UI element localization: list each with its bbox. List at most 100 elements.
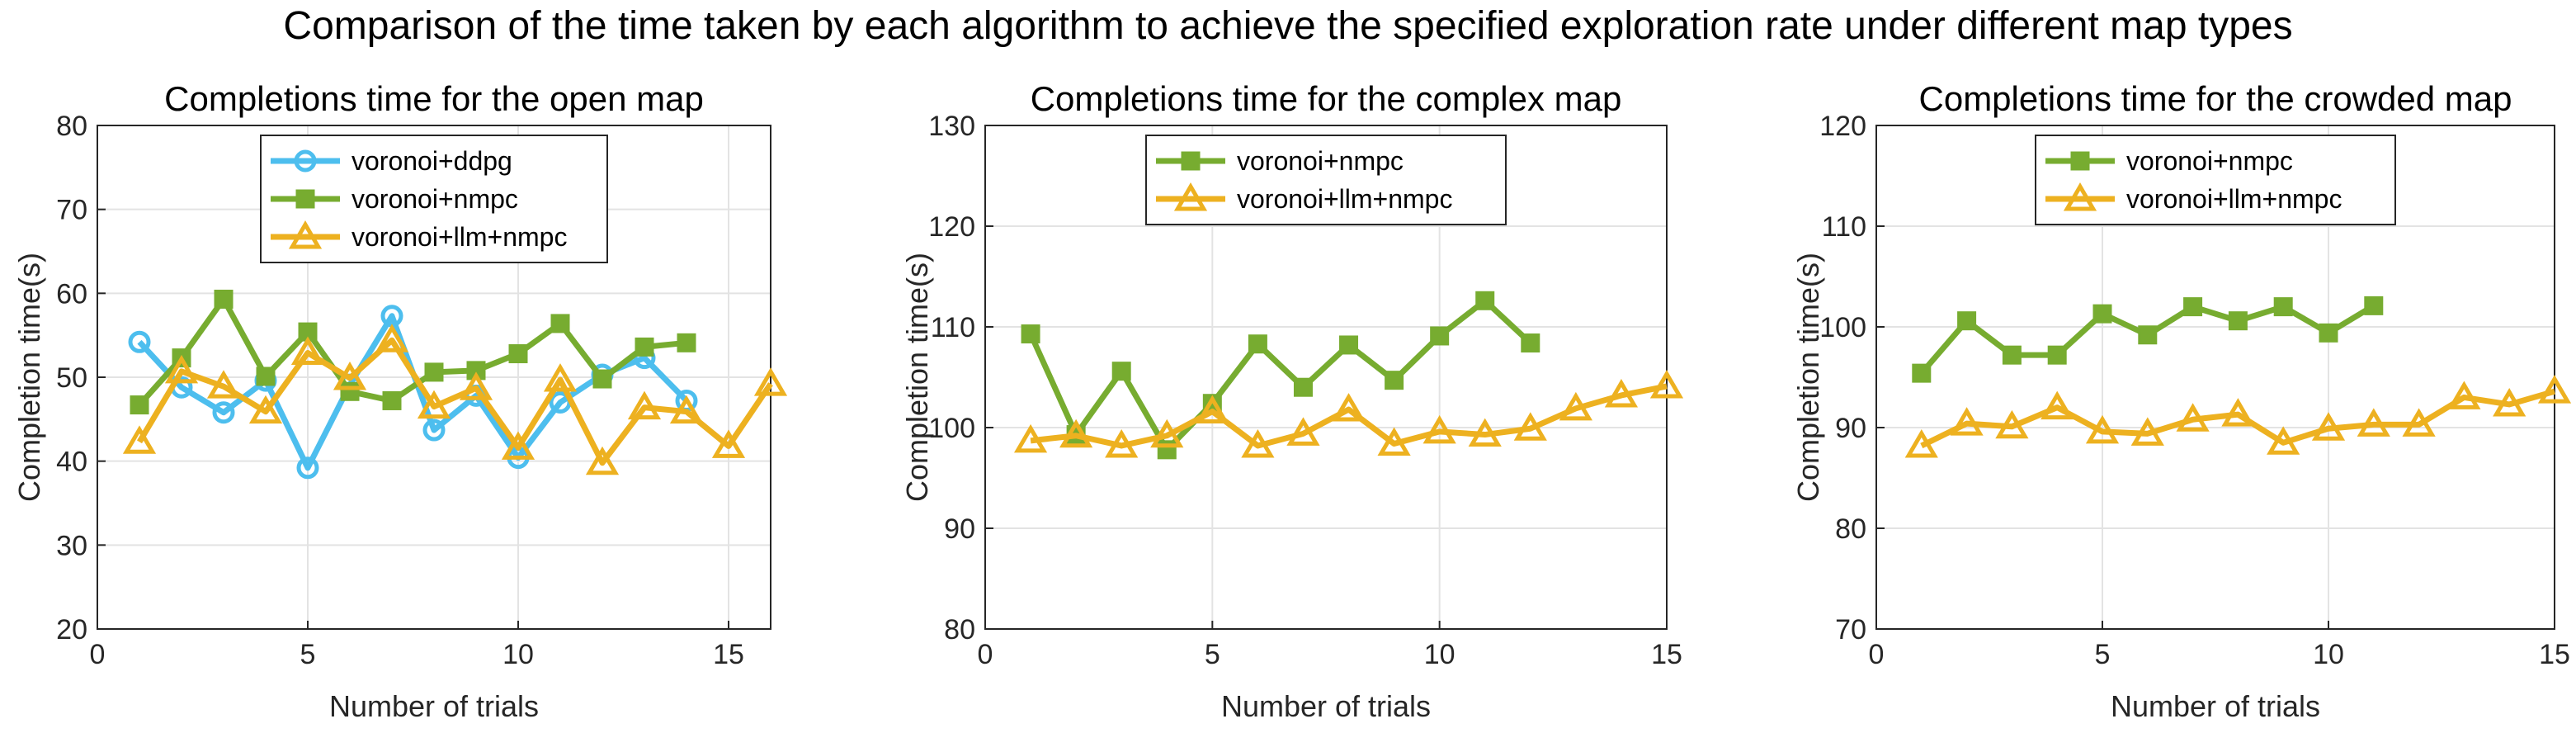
- data-point: [1196, 395, 1229, 423]
- y-tick-label: 80: [944, 614, 975, 646]
- data-point: [1111, 362, 1131, 381]
- series-voronoi+llm+nmpc: [1013, 370, 1684, 458]
- data-point: [1521, 333, 1540, 353]
- y-tick-label: 20: [56, 614, 87, 646]
- data-point: [1604, 378, 1639, 408]
- data-point: [2092, 304, 2112, 324]
- legend-label: voronoi+ddpg: [351, 146, 512, 176]
- legend-marker: [295, 189, 315, 209]
- series-line: [1030, 383, 1668, 449]
- data-point: [1468, 418, 1502, 447]
- data-point: [627, 390, 662, 420]
- x-tick-label: 15: [713, 639, 744, 670]
- data-point: [1649, 370, 1684, 399]
- data-point: [164, 354, 199, 384]
- data-point: [1286, 417, 1320, 446]
- y-tick-label: 120: [928, 211, 975, 243]
- series-line: [136, 337, 773, 466]
- data-point: [2537, 375, 2572, 404]
- y-axis-label: Completion time(s): [900, 253, 934, 502]
- y-axis-label: Completion time(s): [1791, 253, 1825, 502]
- data-point: [1105, 428, 1139, 458]
- x-axis-label: Number of trials: [329, 689, 539, 723]
- data-point: [417, 390, 451, 419]
- y-axis-label: Completion time(s): [12, 253, 46, 502]
- data-point: [122, 425, 157, 454]
- data-point: [1559, 391, 1592, 421]
- data-point: [1475, 291, 1495, 310]
- data-point: [1385, 371, 1404, 390]
- y-tick-label: 100: [928, 413, 975, 444]
- legend-marker: [1173, 182, 1208, 211]
- data-point: [296, 456, 319, 480]
- legend-label: voronoi+llm+nmpc: [1237, 184, 1452, 214]
- data-point: [1241, 428, 1275, 458]
- data-point: [1293, 377, 1313, 397]
- data-point: [128, 330, 151, 353]
- data-point: [1912, 363, 1932, 383]
- series-voronoi+nmpc: [1912, 296, 2384, 383]
- data-point: [1957, 311, 1977, 331]
- data-point: [248, 395, 283, 424]
- data-point: [2176, 403, 2210, 432]
- data-point: [1995, 409, 2029, 439]
- data-point: [2273, 297, 2293, 317]
- data-point: [508, 344, 528, 364]
- y-tick-label: 100: [1819, 312, 1866, 343]
- data-point: [669, 395, 704, 424]
- x-tick-label: 10: [2313, 639, 2344, 670]
- data-point: [1059, 419, 1093, 448]
- data-point: [212, 401, 235, 424]
- data-point: [256, 366, 276, 386]
- data-point: [375, 324, 409, 352]
- x-tick-label: 15: [2539, 639, 2570, 670]
- data-point: [1377, 427, 1411, 456]
- legend-label: voronoi+llm+nmpc: [351, 222, 567, 252]
- data-point: [2130, 417, 2164, 446]
- subplot-1: 0 5 10 15 20 30 40 50 60 70 80 Completions time for…: [12, 79, 788, 723]
- data-point: [2228, 311, 2248, 331]
- data-point: [333, 362, 367, 390]
- data-point: [206, 370, 241, 399]
- x-axis-label: Number of trials: [1221, 689, 1431, 723]
- series-line: [137, 296, 687, 407]
- series-line: [1920, 388, 2555, 449]
- legend-marker: [1181, 151, 1201, 171]
- y-tick-label: 80: [1835, 513, 1866, 545]
- data-point: [753, 367, 788, 396]
- data-point: [2311, 412, 2346, 441]
- data-point: [1904, 428, 1938, 458]
- data-point: [2085, 414, 2120, 444]
- data-point: [2364, 296, 2384, 315]
- legend: voronoi+nmpc voronoi+llm+nmpc: [2035, 135, 2396, 225]
- data-point: [422, 419, 446, 442]
- data-point: [290, 336, 325, 366]
- data-point: [501, 431, 535, 460]
- data-point: [543, 363, 578, 392]
- x-tick-label: 5: [1205, 639, 1220, 670]
- legend: voronoi+ddpg voronoi+nmpc voronoi+llm+nmpc: [260, 135, 608, 263]
- y-tick-label: 50: [56, 362, 87, 394]
- subplot-2: 0 5 10 15 80 90 100 110 120 130 Completions time f…: [900, 79, 1684, 723]
- data-point: [2183, 297, 2203, 317]
- data-point: [1339, 335, 1359, 355]
- data-point: [459, 371, 493, 400]
- x-tick-label: 15: [1651, 639, 1682, 670]
- data-point: [1248, 334, 1267, 354]
- data-point: [2402, 408, 2436, 437]
- data-point: [2047, 345, 2067, 365]
- series-voronoi+llm+nmpc: [122, 324, 788, 475]
- data-point: [382, 390, 402, 410]
- x-tick-label: 10: [1424, 639, 1455, 670]
- y-tick-label: 90: [944, 513, 975, 545]
- y-tick-label: 70: [56, 195, 87, 226]
- subplot-title: Completions time for the open map: [164, 79, 704, 118]
- figure-title: Comparison of the time taken by each alg…: [283, 4, 2293, 48]
- subplot-title: Completions time for the crowded map: [1919, 79, 2512, 118]
- data-point: [592, 369, 612, 389]
- data-point: [711, 429, 746, 458]
- series-voronoi+nmpc: [130, 289, 696, 415]
- y-tick-label: 110: [931, 312, 975, 343]
- x-tick-label: 0: [90, 639, 106, 670]
- data-point: [2041, 390, 2074, 420]
